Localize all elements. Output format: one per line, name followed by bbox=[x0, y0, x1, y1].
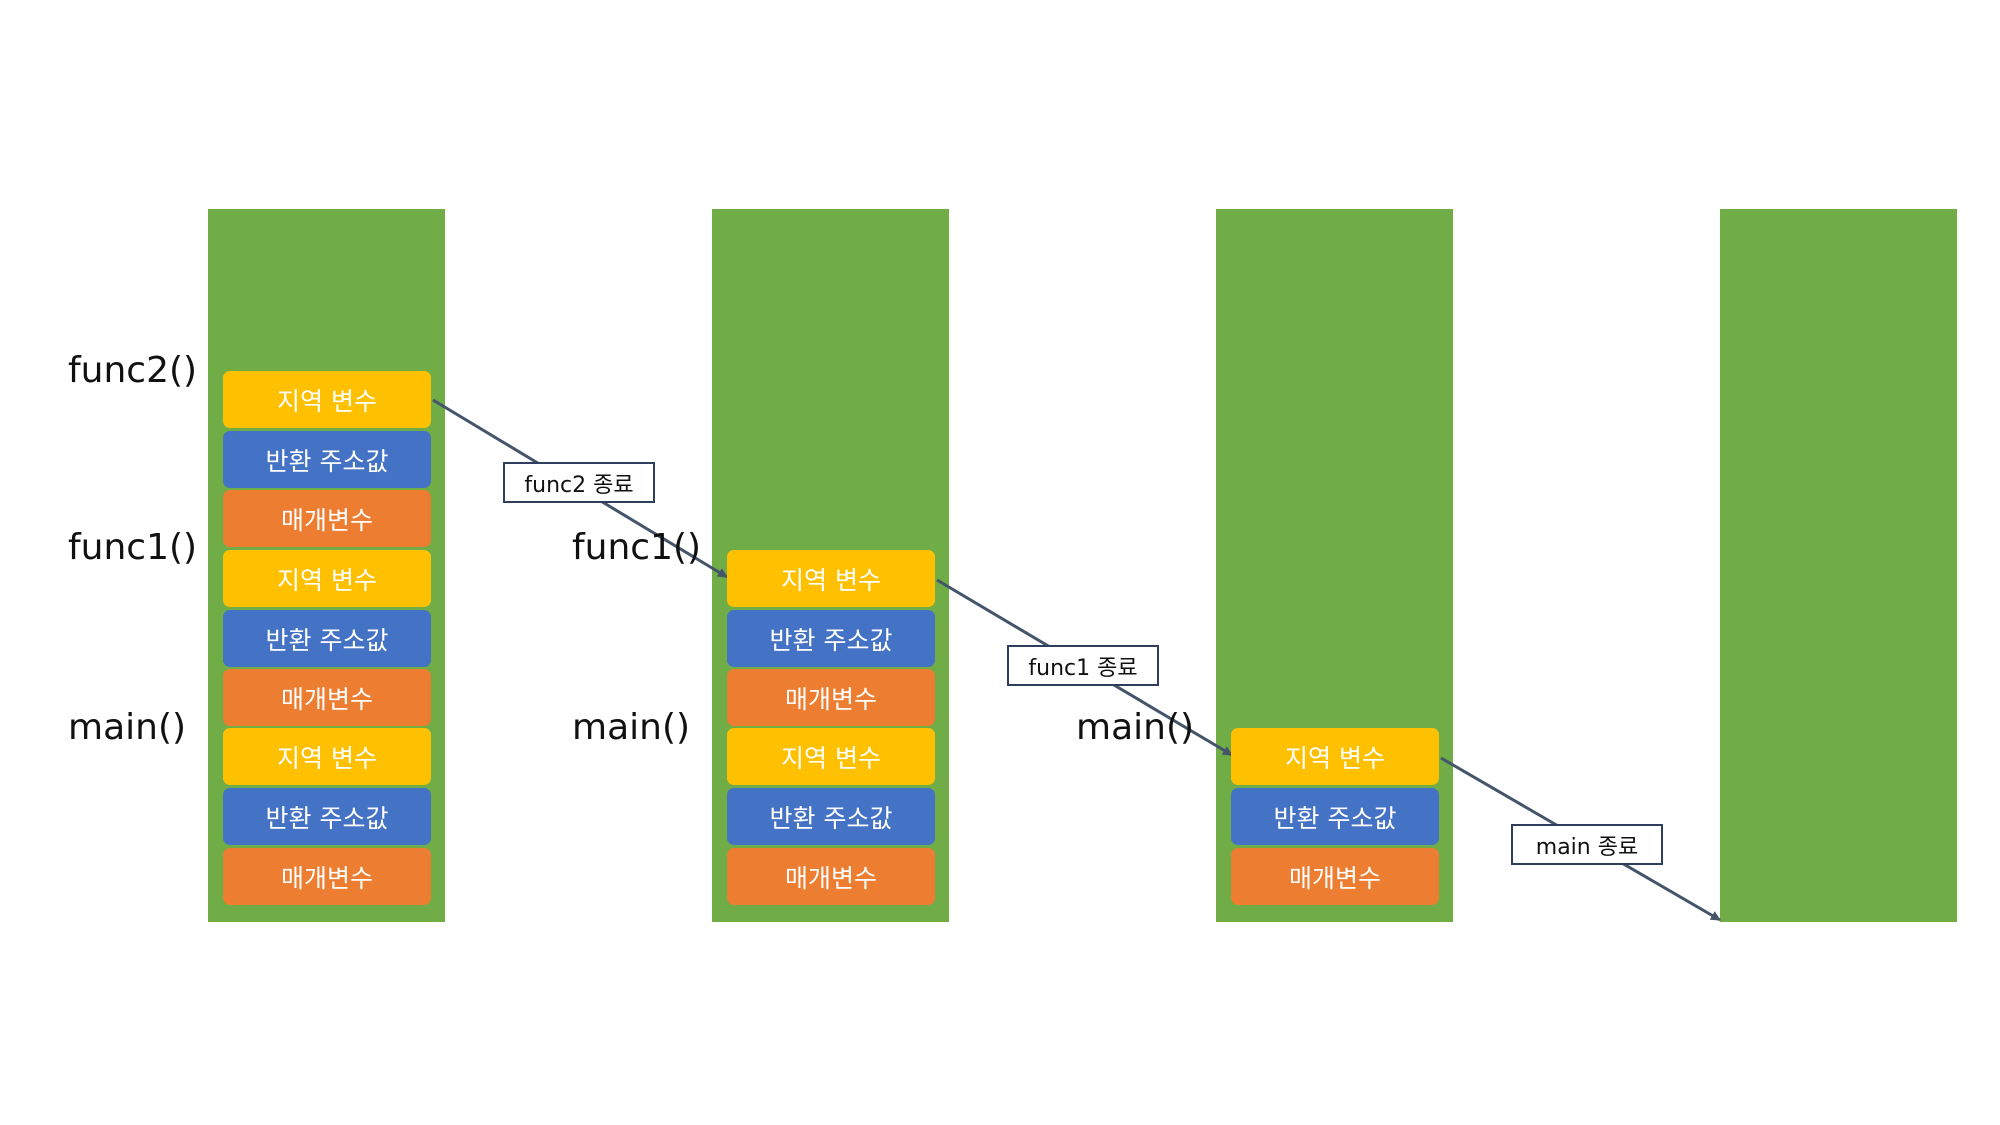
frame-label-func1: func1() bbox=[68, 527, 198, 568]
col2-main-return-address: 반환 주소값 bbox=[727, 788, 935, 845]
col2-func1-parameters: 매개변수 bbox=[727, 669, 935, 726]
stack-column-4 bbox=[1720, 209, 1957, 922]
col2-func1-local-variable: 지역 변수 bbox=[727, 550, 935, 607]
col3-main-return-address: 반환 주소값 bbox=[1231, 788, 1439, 845]
main-end-label: main 종료 bbox=[1511, 824, 1663, 865]
col1-func2-return-address: 반환 주소값 bbox=[223, 431, 431, 488]
frame-label-main: main() bbox=[68, 707, 187, 748]
frame-label-main: main() bbox=[572, 707, 691, 748]
col1-func1-parameters: 매개변수 bbox=[223, 669, 431, 726]
col1-main-local-variable: 지역 변수 bbox=[223, 728, 431, 785]
func1-end-label: func1 종료 bbox=[1007, 645, 1159, 686]
col2-func1-return-address: 반환 주소값 bbox=[727, 610, 935, 667]
frame-label-main: main() bbox=[1076, 707, 1195, 748]
col1-func1-local-variable: 지역 변수 bbox=[223, 550, 431, 607]
col3-main-parameters: 매개변수 bbox=[1231, 848, 1439, 905]
col1-main-return-address: 반환 주소값 bbox=[223, 788, 431, 845]
col1-main-parameters: 매개변수 bbox=[223, 848, 431, 905]
col3-main-local-variable: 지역 변수 bbox=[1231, 728, 1439, 785]
col2-main-parameters: 매개변수 bbox=[727, 848, 935, 905]
frame-label-func2: func2() bbox=[68, 350, 198, 391]
col1-func2-parameters: 매개변수 bbox=[223, 490, 431, 547]
col1-func1-return-address: 반환 주소값 bbox=[223, 610, 431, 667]
col2-main-local-variable: 지역 변수 bbox=[727, 728, 935, 785]
frame-label-func1: func1() bbox=[572, 527, 702, 568]
func2-end-label: func2 종료 bbox=[503, 462, 655, 503]
col1-func2-local-variable: 지역 변수 bbox=[223, 371, 431, 428]
